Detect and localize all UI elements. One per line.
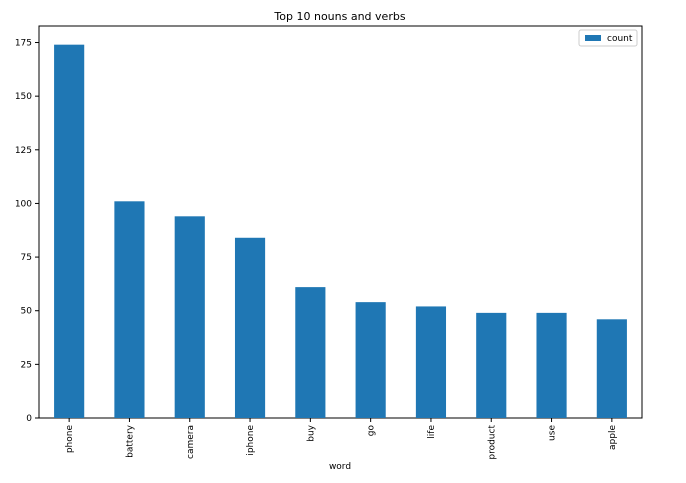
legend: count [578,29,638,47]
bar-product [476,312,507,418]
x-tick-label: life [427,425,437,439]
x-tick-label: go [367,425,377,437]
bar-buy [295,287,326,418]
y-tick-label: 50 [21,307,33,317]
bar-camera [174,216,205,418]
x-tick-label: phone [65,425,75,454]
y-tick-label: 0 [26,414,32,424]
bar-use [536,312,567,418]
y-tick-label: 25 [21,360,32,370]
y-tick-label: 125 [15,146,32,156]
x-tick-label: iphone [246,425,256,456]
y-tick-label: 150 [15,92,32,102]
y-tick-label: 175 [15,39,32,49]
x-tick-label: product [487,425,497,460]
bar-battery [114,201,145,418]
bars-group [54,44,627,419]
x-axis: phone battery camera iphone buy go life product… [65,418,618,460]
x-tick-label: use [548,425,558,441]
legend-label: count [607,34,633,44]
bar-iphone [234,237,266,418]
legend-box [578,29,638,47]
bar-go [355,302,386,418]
y-tick-label: 100 [15,199,32,209]
x-tick-label: apple [608,425,618,450]
x-tick-label: battery [125,424,135,458]
x-tick-label: camera [186,425,196,459]
bar-apple [596,319,627,418]
bar-life [415,306,447,418]
legend-swatch [585,35,601,41]
y-tick-label: 75 [21,253,32,263]
bar-phone [54,44,85,419]
x-tick-label: buy [306,424,316,441]
plot-frame [38,25,643,419]
y-axis: 0 25 50 75 100 125 150 175 [15,39,39,424]
x-axis-label: word [329,462,351,472]
chart-title: Top 10 nouns and verbs [273,10,405,23]
plot-area: 0 25 50 75 100 125 150 175 phone battery camera ip… [15,25,643,460]
